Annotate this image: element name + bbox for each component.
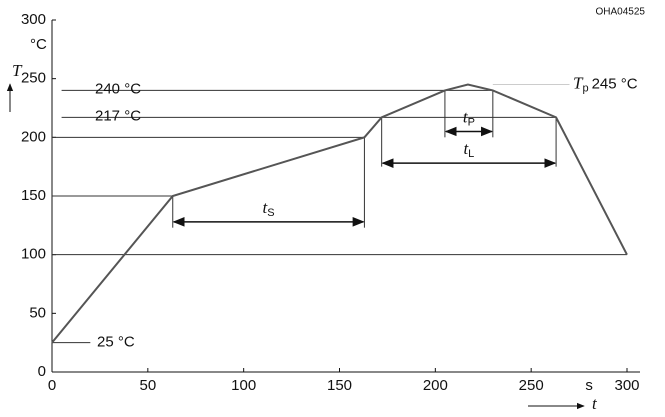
x-tick-label: 0 [48,377,56,394]
x-tick-label: 250 [519,377,544,394]
span-symbol: t [263,198,269,217]
y-tick-label: 0 [38,363,46,380]
peak-symbol: T [573,73,584,92]
span-symbol: t [463,107,469,126]
y-unit: °C [30,36,47,53]
span-sub: P [468,116,475,128]
reference-label: 217 °C [95,107,141,124]
x-tick-label: 50 [139,377,156,394]
y-axis-label: T [12,61,23,80]
x-tick-label: 100 [231,377,256,394]
span-label: tP [463,107,475,128]
x-axis-label: t [592,394,598,413]
peak-sub: p [582,82,588,94]
span-label: tS [263,198,275,219]
y-tick-label: 300 [21,11,46,28]
y-tick-label: 100 [21,246,46,263]
reference-label: 240 °C [95,80,141,97]
peak-text: 245 °C [592,76,638,93]
profile-line [51,83,628,344]
span-sub: L [468,148,474,160]
x-tick-label: 150 [327,377,352,394]
reference-label: 25 °C [97,334,135,351]
span-sub: S [267,207,274,219]
span-label: tL [463,139,474,160]
span-symbol: t [463,139,469,158]
figure-code: OHA04525 [596,7,646,18]
x-tick-label: 200 [423,377,448,394]
y-tick-label: 150 [21,187,46,204]
x-tick-label: 300 [614,377,639,394]
y-tick-label: 50 [29,304,46,321]
y-tick-label: 250 [21,70,46,87]
y-tick-label: 200 [21,128,46,145]
x-unit: s [585,377,593,394]
peak-label: Tp 245 °C [573,73,638,94]
